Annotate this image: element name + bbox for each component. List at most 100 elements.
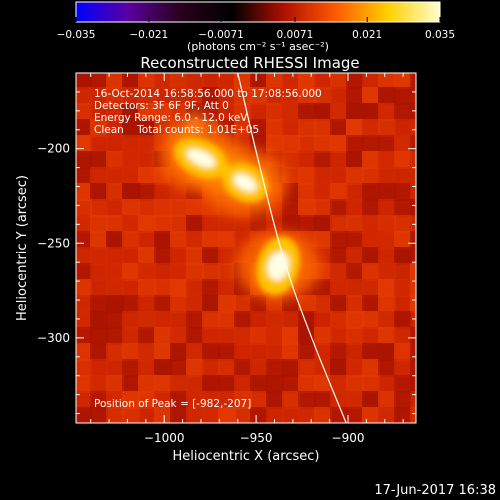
texture-cell [154,103,172,121]
texture-cell [266,119,284,137]
texture-cell [138,87,156,105]
texture-cell [410,263,416,281]
colorbar-units: (photons cm⁻² s⁻¹ asec⁻²) [187,40,329,53]
texture-cell [378,183,396,201]
texture-cell [106,407,124,423]
texture-cell [138,295,156,313]
texture-cell [250,215,268,233]
texture-cell [394,87,412,105]
texture-cell [250,119,268,137]
texture-cell [218,391,236,409]
texture-cell [314,391,332,409]
texture-cell [330,343,348,361]
texture-cell [170,375,188,393]
texture-cell [106,231,124,249]
texture-cell [346,327,364,345]
colorbar-tick-label: −0.035 [57,29,96,41]
texture-cell [106,375,124,393]
texture-cell [218,343,236,361]
texture-cell [346,199,364,217]
texture-cell [298,327,316,345]
texture-cell [378,103,396,121]
texture-cell [250,327,268,345]
texture-cell [362,73,380,89]
texture-cell [378,295,396,313]
texture-cell [76,407,92,423]
texture-cell [394,151,412,169]
texture-cell [282,103,300,121]
texture-cell [106,359,124,377]
texture-cell [346,311,364,329]
axis-ticks: −1000 −950 −900 −200 −250 −300 [37,72,416,445]
texture-cell [394,327,412,345]
y-tick-label: −200 [37,142,70,156]
texture-cell [218,295,236,313]
texture-cell [170,279,188,297]
texture-cell [90,73,108,89]
texture-cell [76,311,92,329]
texture-cell [394,375,412,393]
texture-cell [394,295,412,313]
texture-cell [394,215,412,233]
texture-cell [186,87,204,105]
texture-cell [266,215,284,233]
texture-cell [330,375,348,393]
texture-cell [250,87,268,105]
texture-cell [282,311,300,329]
texture-cell [362,231,380,249]
texture-cell [186,215,204,233]
texture-cell [218,87,236,105]
texture-cell [202,87,220,105]
texture-cell [154,311,172,329]
chart-title: Reconstructed RHESSI Image [140,54,359,72]
plot-frame [75,72,417,424]
texture-cell [410,295,416,313]
texture-cell [218,103,236,121]
texture-cell [186,231,204,249]
source-cores [174,137,300,296]
texture-cell [106,135,124,153]
texture-cell [266,103,284,121]
texture-cell [76,327,92,345]
texture-cell [106,87,124,105]
texture-cell [330,359,348,377]
texture-cell [330,231,348,249]
texture-cell [282,359,300,377]
texture-cell [362,279,380,297]
texture-cell [394,231,412,249]
texture-cell [298,199,316,217]
texture-cell [266,343,284,361]
texture-cell [362,215,380,233]
texture-cell [314,73,332,89]
texture-cell [378,311,396,329]
source-peak [186,148,216,168]
texture-cell [394,103,412,121]
texture-cell [266,391,284,409]
texture-cell [298,103,316,121]
texture-cell [410,135,416,153]
texture-cell [122,311,140,329]
texture-cell [170,199,188,217]
texture-cell [362,375,380,393]
texture-cell [394,247,412,265]
texture-cell [250,295,268,313]
texture-cell [170,295,188,313]
texture-cell [122,103,140,121]
texture-cell [378,167,396,185]
texture-cell [266,87,284,105]
texture-cell [218,247,236,265]
texture-cell [378,151,396,169]
texture-cell [346,103,364,121]
texture-cell [346,87,364,105]
texture-cell [298,311,316,329]
y-axis-label: Heliocentric Y (arcsec) [15,175,30,321]
texture-cell [410,183,416,201]
texture-cell [298,295,316,313]
peak-position: Position of Peak = [-982,-207] [94,398,251,410]
texture-cell [346,359,364,377]
texture-cell [346,343,364,361]
texture-cell [410,103,416,121]
texture-cell [154,247,172,265]
texture-cell [330,167,348,185]
texture-cell [346,295,364,313]
